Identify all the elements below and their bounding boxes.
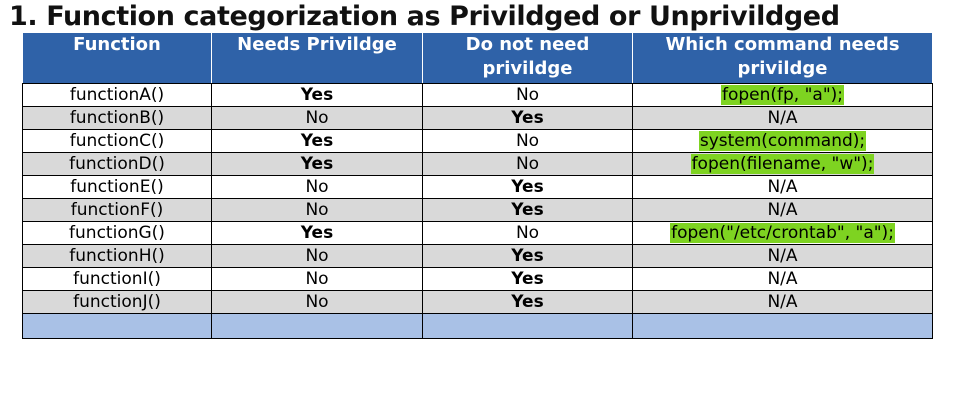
needs-cell: No [211,198,423,222]
command-text: fopen(fp, "a"); [720,85,845,105]
needs-cell: No [211,290,423,314]
command-cell: N/A [632,198,933,222]
empty-cell [211,313,423,339]
header-do-not-need-privildge: Do not need privildge [422,32,633,84]
command-cell: fopen(filename, "w"); [632,152,933,176]
table-row: functionG() Yes No fopen("/etc/crontab",… [22,221,933,245]
function-cell: functionC() [22,129,212,153]
table-row-empty [22,313,933,339]
function-cell: functionE() [22,175,212,199]
not-need-cell: Yes [422,267,633,291]
command-text: fopen(filename, "w"); [690,154,875,174]
table-header-row: Function Needs Privildge Do not need pri… [22,32,933,84]
not-need-cell: Yes [422,106,633,130]
header-needs-privildge: Needs Privildge [211,32,423,84]
command-text: N/A [767,269,798,289]
function-cell: functionF() [22,198,212,222]
header-function: Function [22,32,212,84]
command-text: N/A [767,200,798,220]
needs-cell: No [211,267,423,291]
function-cell: functionA() [22,83,212,107]
command-text: N/A [767,108,798,128]
command-cell: fopen("/etc/crontab", "a"); [632,221,933,245]
not-need-cell: Yes [422,290,633,314]
empty-cell [422,313,633,339]
header-which-command: Which command needs privildge [632,32,933,84]
function-cell: functionD() [22,152,212,176]
function-cell: functionG() [22,221,212,245]
needs-cell: Yes [211,129,423,153]
command-cell: N/A [632,175,933,199]
command-text: N/A [767,177,798,197]
function-cell: functionB() [22,106,212,130]
not-need-cell: Yes [422,175,633,199]
command-cell: N/A [632,106,933,130]
not-need-cell: No [422,221,633,245]
table-row: functionH() No Yes N/A [22,244,933,268]
function-cell: functionH() [22,244,212,268]
needs-cell: No [211,106,423,130]
needs-cell: Yes [211,83,423,107]
table-row: functionB() No Yes N/A [22,106,933,130]
empty-cell [632,313,933,339]
page-title: 1. Function categorization as Privildged… [9,1,840,32]
command-cell: N/A [632,290,933,314]
command-cell: fopen(fp, "a"); [632,83,933,107]
function-cell: functionI() [22,267,212,291]
needs-cell: Yes [211,152,423,176]
not-need-cell: Yes [422,244,633,268]
empty-cell [22,313,212,339]
command-text: N/A [767,246,798,266]
table-row: functionA() Yes No fopen(fp, "a"); [22,83,933,107]
table-row: functionE() No Yes N/A [22,175,933,199]
command-cell: N/A [632,244,933,268]
table-row: functionD() Yes No fopen(filename, "w"); [22,152,933,176]
needs-cell: No [211,244,423,268]
command-cell: system(command); [632,129,933,153]
command-cell: N/A [632,267,933,291]
not-need-cell: No [422,83,633,107]
command-text: fopen("/etc/crontab", "a"); [670,223,895,243]
function-cell: functionJ() [22,290,212,314]
table-row: functionJ() No Yes N/A [22,290,933,314]
privilege-table: Function Needs Privildge Do not need pri… [22,32,933,339]
table-row: functionF() No Yes N/A [22,198,933,222]
table-row: functionC() Yes No system(command); [22,129,933,153]
needs-cell: Yes [211,221,423,245]
needs-cell: No [211,175,423,199]
not-need-cell: No [422,152,633,176]
not-need-cell: Yes [422,198,633,222]
table-row: functionI() No Yes N/A [22,267,933,291]
not-need-cell: No [422,129,633,153]
command-text: N/A [767,292,798,312]
command-text: system(command); [698,131,867,151]
